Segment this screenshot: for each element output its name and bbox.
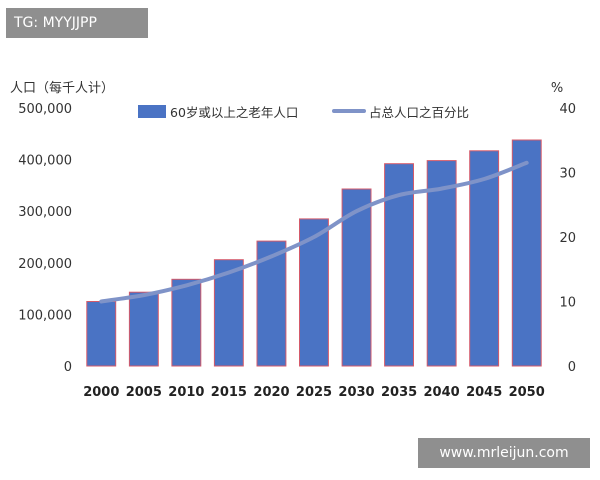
y-right-tick-label: 20 [559, 231, 576, 246]
y-right-tick-label: 0 [568, 360, 576, 375]
y-right-tick-label: 10 [559, 296, 576, 311]
x-category-label: 2045 [466, 385, 502, 400]
y-axis-left-title: 人口（每千人计） [10, 80, 114, 96]
y-axis-left-ticks: 0 100,000 200,000 300,000 400,000 500,000 [18, 102, 72, 375]
x-category-label: 2040 [424, 385, 460, 400]
bar-series [86, 139, 542, 367]
legend-bar-swatch [138, 105, 166, 118]
x-category-label: 2010 [168, 385, 204, 400]
watermark-top-left: TG: MYYJJPP [6, 8, 148, 38]
bar [128, 291, 159, 367]
watermark-bottom-right: www.mrleijun.com [418, 438, 590, 468]
bar [511, 139, 542, 367]
x-category-label: 2015 [211, 385, 247, 400]
x-axis-categories: 2000 2005 2010 2015 2020 2025 2030 2035 2040 2045… [83, 385, 545, 400]
y-left-tick-label: 500,000 [18, 102, 72, 117]
bar [426, 160, 457, 367]
bar [171, 278, 202, 367]
legend-line-label: 占总人口之百分比 [369, 105, 469, 120]
y-right-tick-label: 30 [559, 167, 576, 182]
y-left-tick-label: 300,000 [18, 205, 72, 220]
bar [86, 301, 117, 367]
bar [469, 150, 500, 367]
x-category-label: 2025 [296, 385, 332, 400]
x-category-label: 2050 [509, 385, 545, 400]
y-left-tick-label: 100,000 [18, 308, 72, 323]
y-left-tick-label: 400,000 [18, 154, 72, 169]
legend: 60岁或以上之老年人口 占总人口之百分比 [138, 105, 469, 120]
x-category-label: 2030 [338, 385, 374, 400]
legend-bar-label: 60岁或以上之老年人口 [170, 105, 298, 120]
y-left-tick-label: 200,000 [18, 257, 72, 272]
y-left-tick-label: 0 [64, 360, 72, 375]
x-category-label: 2000 [83, 385, 119, 400]
y-right-tick-label: 40 [559, 102, 576, 117]
x-category-label: 2020 [253, 385, 289, 400]
bar [384, 163, 415, 367]
x-category-label: 2035 [381, 385, 417, 400]
line-series [99, 160, 529, 304]
y-axis-right-title: % [551, 81, 563, 96]
percentage-line [99, 160, 529, 304]
x-category-label: 2005 [126, 385, 162, 400]
y-axis-right-ticks: 0 10 20 30 40 [559, 102, 576, 375]
